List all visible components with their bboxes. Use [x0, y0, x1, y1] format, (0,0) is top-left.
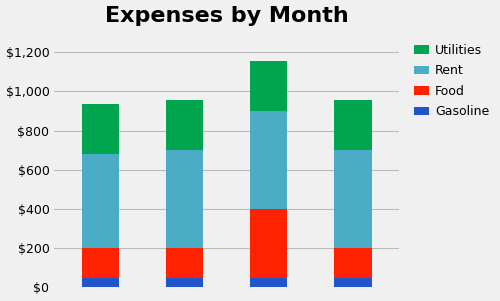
Bar	[166, 248, 203, 278]
Legend: Utilities, Rent, Food, Gasoline: Utilities, Rent, Food, Gasoline	[408, 39, 494, 123]
Bar	[166, 278, 203, 287]
Bar	[166, 100, 203, 150]
Bar	[334, 248, 372, 278]
Bar	[82, 104, 120, 154]
Bar	[250, 209, 288, 278]
Bar	[334, 100, 372, 150]
Bar	[250, 111, 288, 209]
Title: Expenses by Month: Expenses by Month	[104, 5, 348, 26]
Bar	[166, 150, 203, 248]
Bar	[250, 61, 288, 111]
Bar	[334, 278, 372, 287]
Bar	[82, 248, 120, 278]
Bar	[82, 154, 120, 248]
Bar	[82, 278, 120, 287]
Bar	[250, 278, 288, 287]
Bar	[334, 150, 372, 248]
